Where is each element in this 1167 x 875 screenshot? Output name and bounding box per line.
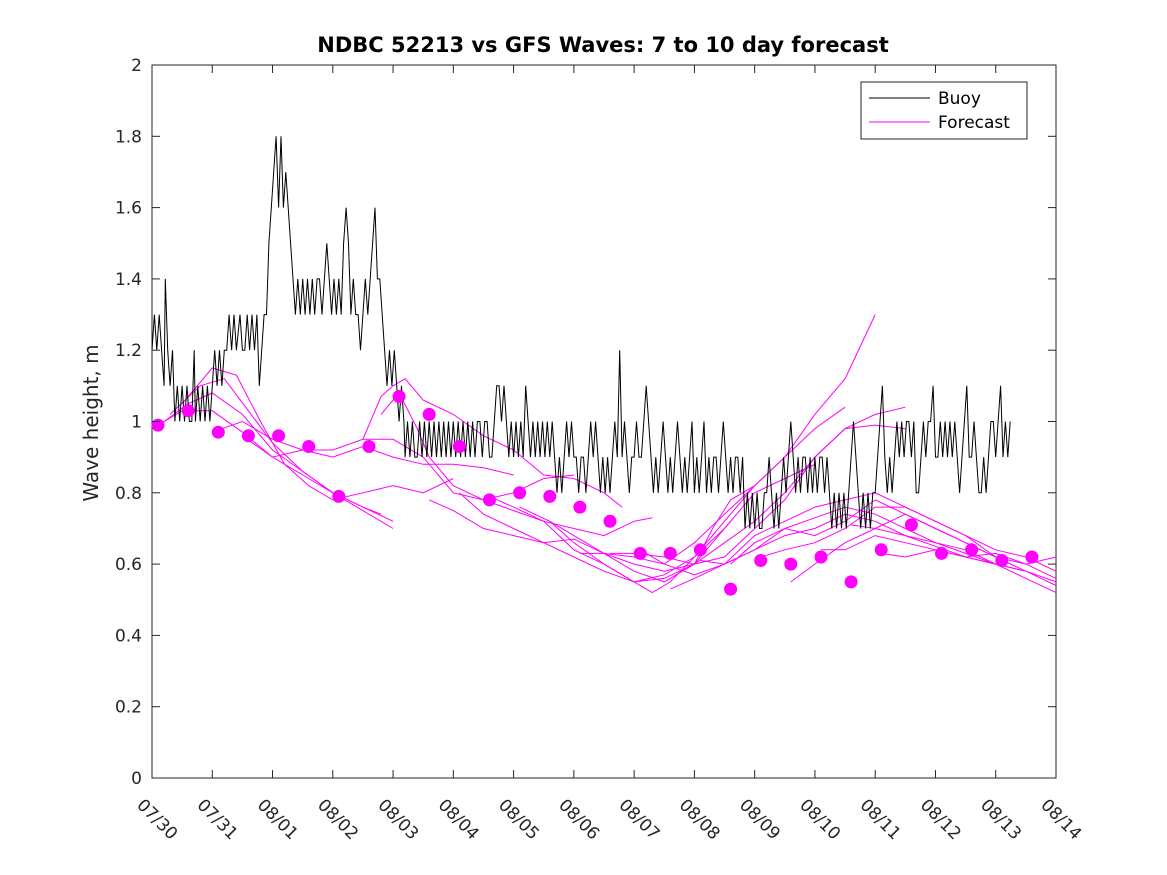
forecast-marker (965, 543, 979, 557)
x-tick-label: 08/08 (675, 795, 724, 844)
forecast-marker (211, 425, 225, 439)
legend-entry-buoy: Buoy (938, 89, 981, 109)
plot-area: 00.20.40.60.811.21.41.61.82 07/30 07/31 08… (115, 56, 1085, 844)
y-tick-label: 0.6 (115, 555, 142, 575)
forecast-marker (844, 575, 858, 589)
x-tick-label: 08/06 (554, 795, 603, 844)
forecast-marker (904, 518, 918, 532)
y-tick-label: 0.2 (115, 698, 142, 718)
buoy-series-line (151, 136, 1011, 529)
forecast-run-line (790, 513, 1057, 586)
forecast-run-line (549, 314, 876, 594)
legend-entry-forecast: Forecast (938, 113, 1010, 133)
forecast-marker (724, 582, 738, 596)
forecast-marker (483, 493, 496, 507)
x-tick-label: 08/11 (856, 795, 905, 844)
forecast-marker (543, 489, 557, 503)
forecast-marker (784, 557, 798, 571)
y-tick-label: 0 (131, 769, 142, 789)
forecast-marker (874, 543, 888, 557)
forecast-marker (513, 486, 527, 500)
forecast-marker (693, 543, 707, 557)
forecast-run-line (579, 406, 906, 572)
legend: Buoy Forecast (860, 81, 1028, 140)
forecast-run-line (380, 392, 653, 537)
forecast-marker (272, 429, 286, 443)
forecast-marker (573, 500, 587, 514)
forecast-marker (603, 514, 617, 528)
forecast-marker (151, 418, 165, 432)
forecast-marker (935, 546, 948, 560)
buoy-layer (151, 136, 1011, 529)
y-axis-label: Wave height, m (79, 344, 103, 501)
forecast-marker (995, 554, 1009, 567)
forecast-run-line (670, 506, 996, 590)
forecast-run-line (519, 406, 846, 565)
x-tick-label: 08/03 (374, 795, 423, 844)
forecast-marker (241, 429, 255, 443)
forecast-marker (332, 489, 346, 503)
x-tick-label: 08/10 (795, 795, 844, 844)
x-tick-label: 08/05 (494, 795, 543, 844)
legend-box (860, 81, 1028, 140)
x-tick-label: 08/14 (1036, 795, 1085, 844)
x-tick-label: 08/09 (735, 795, 784, 844)
plot-frame (151, 64, 1057, 779)
forecast-run-line (760, 506, 1057, 572)
forecast-marker (181, 404, 195, 418)
y-axis: 0 0.2 0.4 0.6 0.8 1 1.2 1.4 1.6 1.8 2 (115, 56, 1056, 789)
y-tick-label: 0.4 (115, 626, 142, 646)
y-tick-label: 1.8 (115, 127, 142, 147)
chart-title: NDBC 52213 vs GFS Waves: 7 to 10 day for… (317, 33, 888, 57)
x-tick-label: 08/04 (434, 795, 483, 844)
x-tick-label: 08/13 (976, 795, 1025, 844)
forecast-run-line (181, 367, 454, 501)
forecast-run-line (428, 499, 731, 583)
x-tick-label: 08/12 (916, 795, 965, 844)
y-tick-label: 1.2 (115, 341, 142, 361)
x-tick-label: 07/31 (193, 795, 242, 844)
forecast-marker (633, 546, 647, 560)
forecast-marker (754, 554, 768, 567)
y-tick-label: 0.8 (115, 484, 142, 504)
forecast-marker-layer (151, 390, 1039, 596)
y-tick-label: 1.4 (115, 270, 142, 290)
forecast-marker (302, 440, 316, 453)
forecast-marker (422, 407, 436, 421)
x-tick-label: 07/30 (132, 795, 181, 844)
x-tick-label: 08/01 (253, 795, 302, 844)
x-tick-label: 08/07 (615, 795, 664, 844)
forecast-run-line (459, 485, 755, 583)
forecast-marker (362, 440, 376, 453)
forecast-run-line (851, 524, 1057, 594)
forecast-run-line (881, 549, 1057, 565)
forecast-marker (1025, 550, 1039, 564)
y-tick-label: 1 (131, 413, 142, 433)
forecast-run-line (163, 392, 394, 529)
forecast-run-line (489, 463, 816, 583)
y-tick-label: 2 (131, 56, 142, 76)
forecast-marker (392, 390, 406, 403)
forecast-marker (452, 440, 466, 453)
x-tick-label: 08/02 (313, 795, 362, 844)
forecast-marker (663, 546, 677, 560)
forecast-marker (814, 550, 828, 564)
y-tick-label: 1.6 (115, 199, 142, 219)
